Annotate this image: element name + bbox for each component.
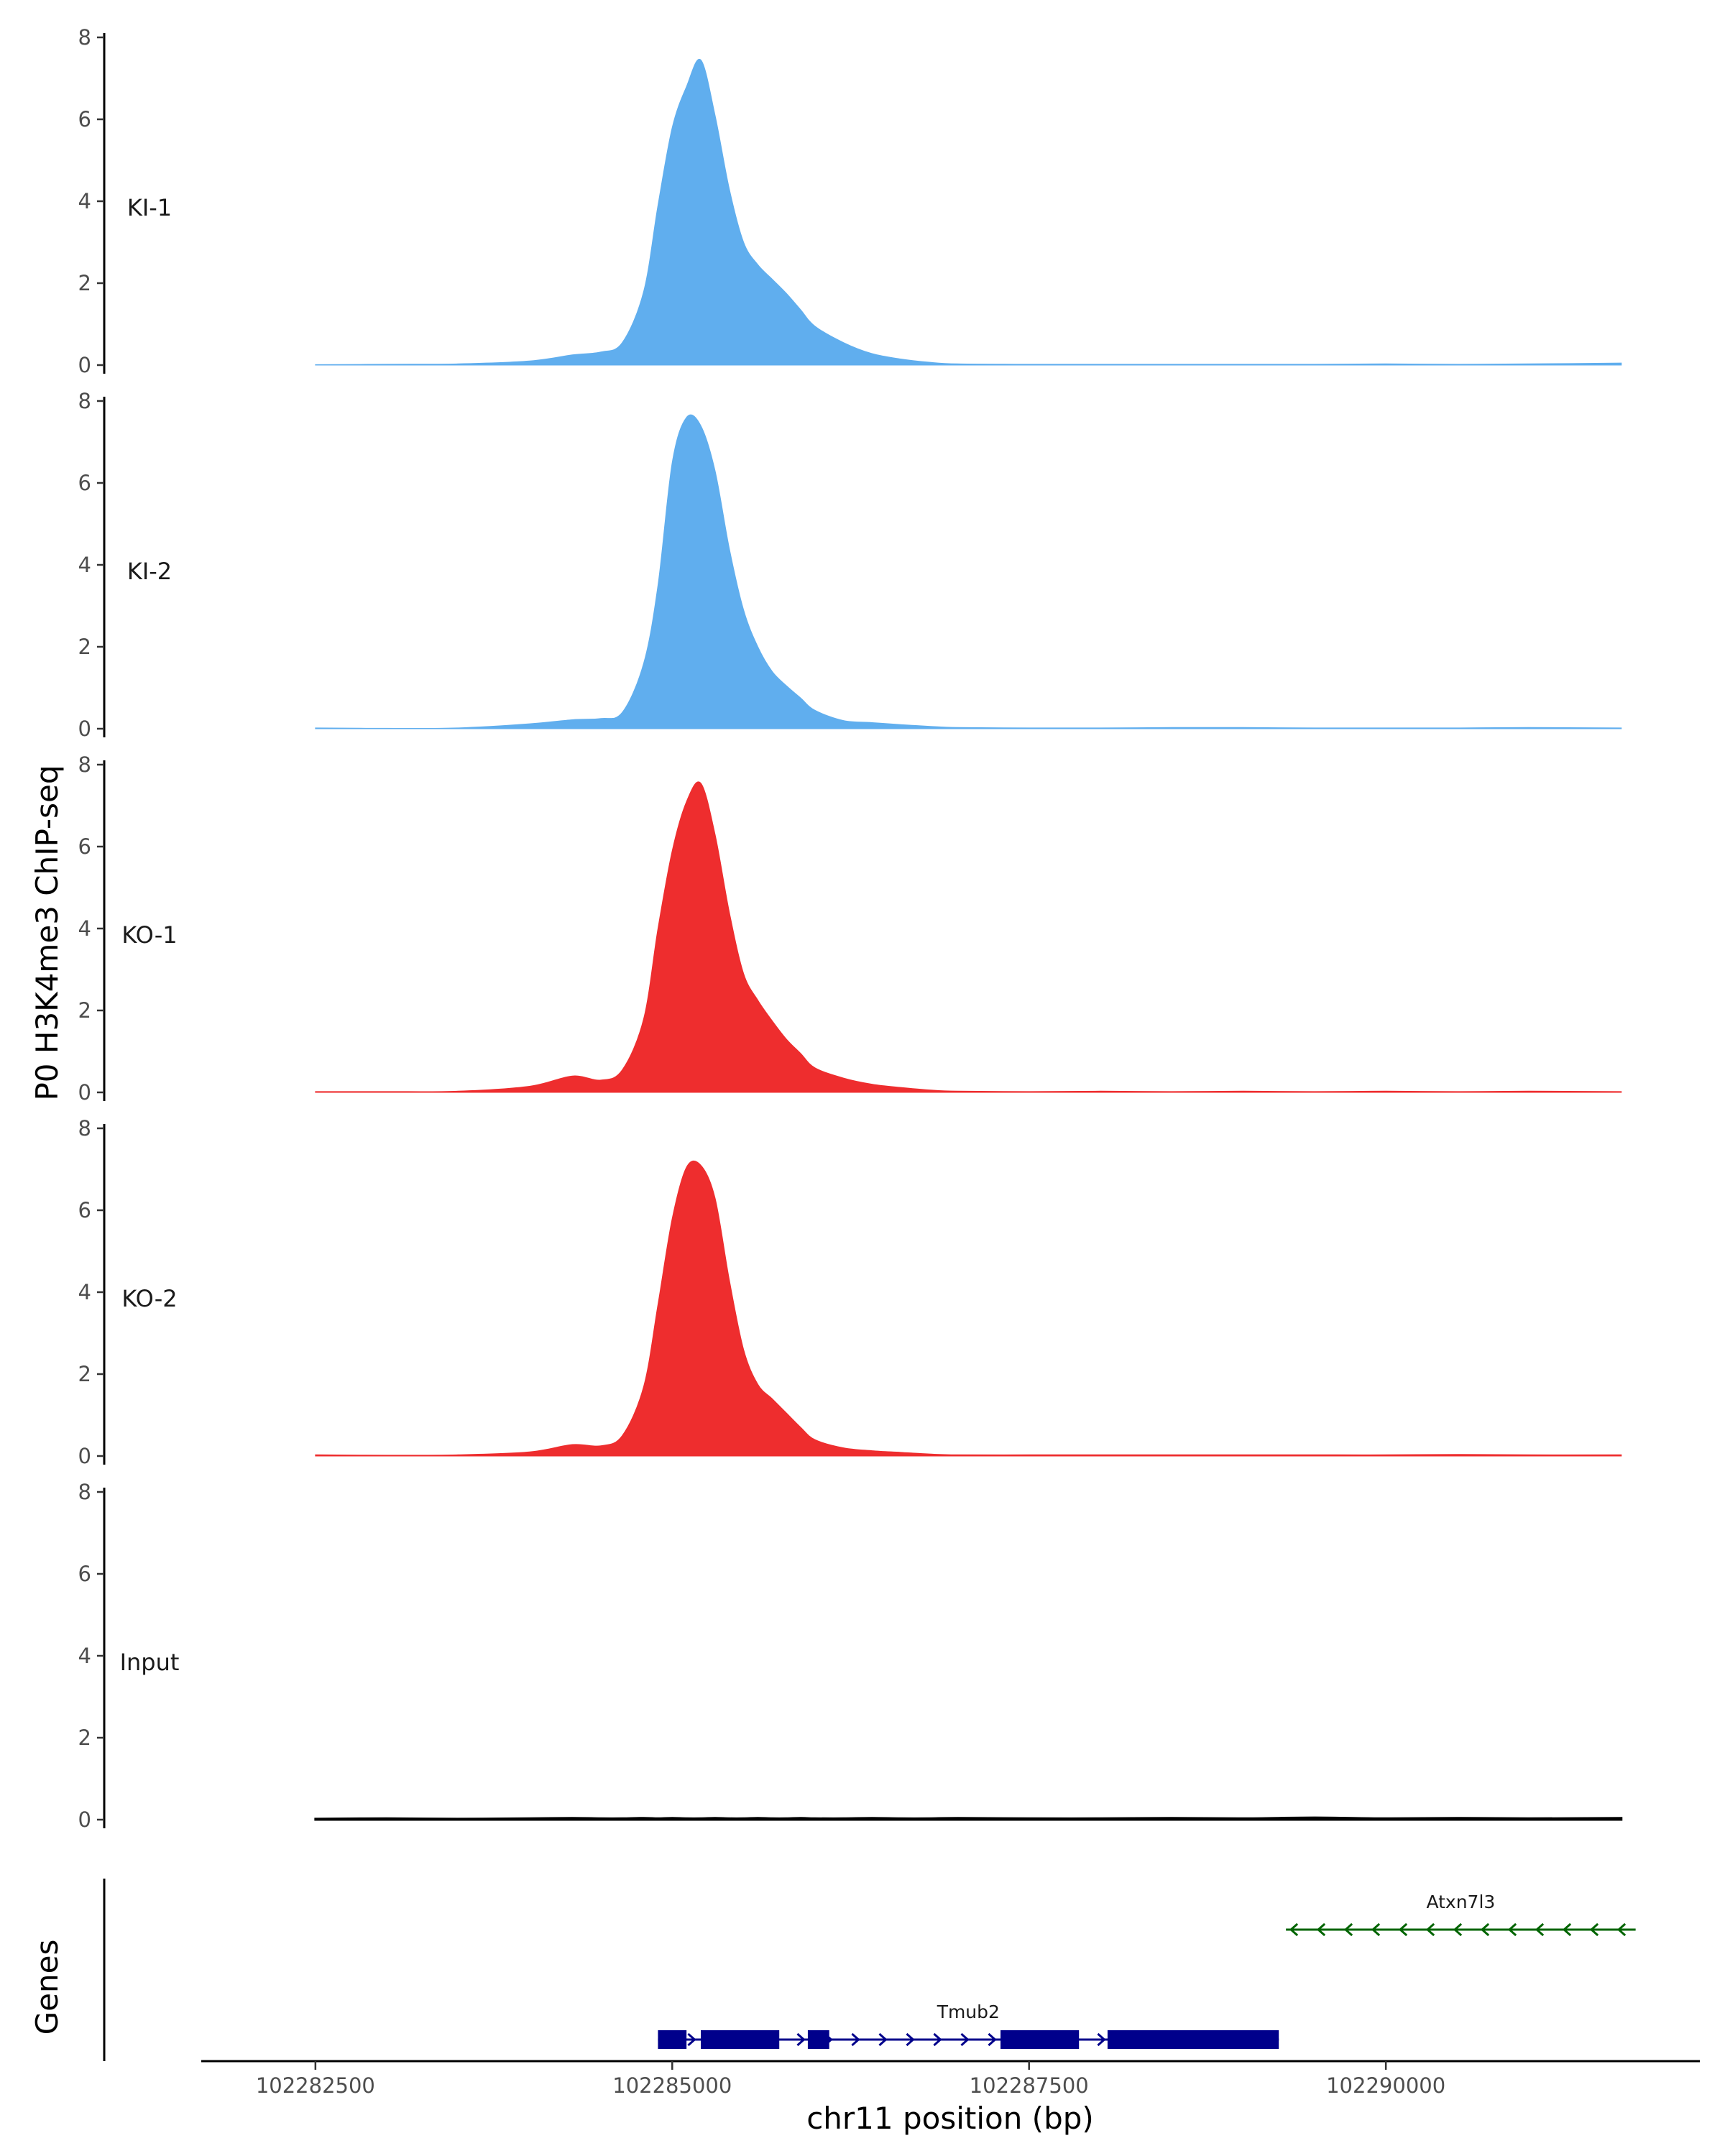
strand-arrow — [1316, 1922, 1326, 1937]
signal-area-input — [314, 1816, 1623, 1821]
track-ki-1: 0 2 4 6 8 KI-1 — [78, 25, 1622, 377]
track-ko-2: 0 2 4 6 8 KO-2 — [78, 1116, 1622, 1468]
strand-arrow — [1616, 1922, 1627, 1937]
y-tick-label: 2 — [78, 271, 91, 295]
y-axis-title: P0 H3K4me3 ChIP-seq — [29, 765, 65, 1100]
signal-tracks: 0 2 4 6 8 KI-1 0 2 4 6 8 KI-2 0 2 4 6 8 KO-1 0 2 4 6 8 KO-2 0 2 4 6… — [78, 25, 1623, 1832]
y-tick-label: 2 — [78, 998, 91, 1023]
track-label: KI-1 — [127, 194, 172, 221]
x-tick-label: 102290000 — [1326, 2073, 1445, 2098]
y-tick-label: 6 — [78, 834, 91, 859]
signal-area-ko-1 — [315, 781, 1622, 1093]
gene-annotation-track: Tmub2 Atxn7l3 — [103, 1879, 1636, 2061]
genes-axis-title: Genes — [29, 1940, 65, 2035]
strand-arrow — [1480, 1922, 1490, 1937]
strand-arrow — [1371, 1922, 1381, 1937]
strand-arrow — [1507, 1922, 1517, 1937]
strand-arrow — [906, 2032, 915, 2047]
strand-arrow — [851, 2032, 860, 2047]
strand-arrow — [1562, 1922, 1572, 1937]
strand-arrow — [1453, 1922, 1463, 1937]
strand-arrow — [933, 2032, 942, 2047]
strand-arrow — [1398, 1922, 1408, 1937]
x-axis-title: chr11 position (bp) — [806, 2101, 1094, 2136]
signal-area-ki-2 — [315, 414, 1622, 729]
y-tick-label: 6 — [78, 471, 91, 495]
track-label: Input — [120, 1649, 180, 1676]
y-tick-label: 0 — [78, 353, 91, 377]
track-ko-1: 0 2 4 6 8 KO-1 — [78, 752, 1622, 1105]
gene-exon — [807, 2030, 829, 2049]
track-input: 0 2 4 6 8 Input — [78, 1480, 1623, 1832]
gene-exon — [701, 2030, 780, 2049]
y-tick-label: 8 — [78, 25, 91, 50]
y-tick-label: 0 — [78, 1807, 91, 1832]
x-tick-label: 102287500 — [970, 2073, 1089, 2098]
y-tick-label: 4 — [78, 1280, 91, 1304]
strand-arrow — [1589, 1922, 1599, 1937]
y-tick-label: 6 — [78, 107, 91, 132]
y-tick-label: 2 — [78, 1362, 91, 1386]
x-tick-label: 102285000 — [612, 2073, 732, 2098]
strand-arrow — [796, 2032, 806, 2047]
strand-arrow — [1097, 2032, 1106, 2047]
strand-arrow — [687, 2032, 696, 2047]
strand-arrow — [988, 2032, 997, 2047]
gene-label: Tmub2 — [937, 2001, 1000, 2022]
y-tick-label: 0 — [78, 1080, 91, 1105]
y-tick-label: 6 — [78, 1562, 91, 1586]
track-label: KI-2 — [127, 558, 172, 585]
y-tick-label: 8 — [78, 1480, 91, 1504]
track-label: KO-1 — [121, 921, 177, 949]
gene-exon — [1107, 2030, 1279, 2049]
track-ki-2: 0 2 4 6 8 KI-2 — [78, 389, 1622, 741]
y-tick-label: 2 — [78, 1726, 91, 1750]
gene-exon — [658, 2030, 687, 2049]
y-tick-label: 8 — [78, 752, 91, 777]
gene-atxn7l3: Atxn7l3 — [1286, 1892, 1636, 1937]
strand-arrow — [1535, 1922, 1545, 1937]
y-tick-label: 0 — [78, 717, 91, 741]
gene-tmub2: Tmub2 — [658, 2001, 1279, 2049]
y-tick-label: 4 — [78, 1644, 91, 1668]
strand-arrow — [1425, 1922, 1435, 1937]
strand-arrow — [1343, 1922, 1353, 1937]
strand-arrow — [1289, 1922, 1299, 1937]
x-axis: 102282500 102285000 102287500 102290000 — [201, 2060, 1700, 2098]
y-tick-label: 4 — [78, 916, 91, 941]
track-label: KO-2 — [121, 1285, 177, 1312]
y-tick-label: 2 — [78, 635, 91, 659]
strand-arrow — [960, 2032, 970, 2047]
y-tick-label: 8 — [78, 389, 91, 413]
strand-arrow — [878, 2032, 888, 2047]
signal-area-ki-1 — [315, 58, 1622, 366]
gene-label: Atxn7l3 — [1426, 1892, 1495, 1912]
gene-exon — [1000, 2030, 1080, 2049]
y-tick-label: 4 — [78, 189, 91, 213]
y-tick-label: 0 — [78, 1444, 91, 1468]
y-tick-label: 4 — [78, 553, 91, 577]
y-tick-label: 6 — [78, 1198, 91, 1222]
x-tick-label: 102282500 — [256, 2073, 375, 2098]
y-tick-label: 8 — [78, 1116, 91, 1141]
signal-area-ko-2 — [315, 1160, 1622, 1457]
